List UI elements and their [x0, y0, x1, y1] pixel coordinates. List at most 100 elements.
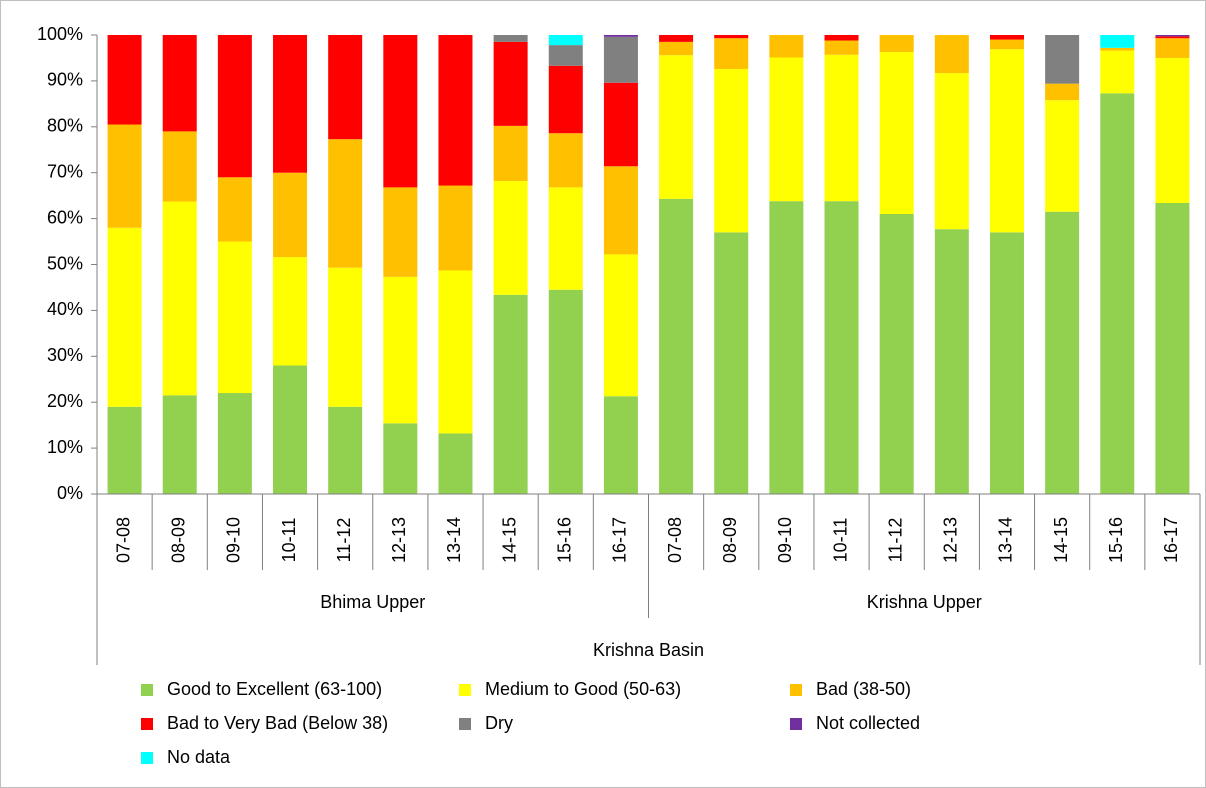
x-tick-label: 15-16 [555, 517, 575, 563]
x-tick-label: 12-13 [389, 517, 409, 563]
x-tick-label: 10-11 [830, 518, 850, 563]
legend-label: Medium to Good (50-63) [485, 679, 681, 699]
bar-segment [1155, 57, 1190, 203]
bar-segment [934, 35, 969, 74]
bar-segment [769, 57, 804, 202]
legend-label: No data [167, 747, 231, 767]
bar-segment [603, 396, 638, 494]
y-tick-label: 50% [47, 253, 83, 273]
bar-segment [1155, 35, 1190, 37]
x-tick-label: 11-12 [334, 518, 354, 563]
bar-segment [328, 267, 363, 407]
bar-segment [328, 139, 363, 268]
bar-segment [824, 40, 859, 55]
bar-segment [989, 49, 1024, 233]
x-tick-label: 15-16 [1106, 517, 1126, 563]
bar-segment [659, 198, 694, 494]
bar-segment [659, 41, 694, 56]
bar-segment [659, 55, 694, 199]
bar-segment [493, 294, 528, 494]
bar-segment [438, 35, 473, 186]
bar-segment [438, 270, 473, 434]
x-tick-label: 08-09 [720, 517, 740, 563]
bar-segment [548, 65, 583, 134]
bar-segment [1045, 83, 1080, 101]
bar-segment [879, 51, 914, 215]
legend-label: Bad (38-50) [816, 679, 911, 699]
bar-segment [383, 35, 418, 188]
bar-segment [548, 187, 583, 290]
bar-segment [934, 73, 969, 230]
x-tick-label: 07-08 [113, 517, 133, 563]
bar-segment [879, 35, 914, 52]
group-label: Bhima Upper [320, 592, 425, 612]
bar-segment [383, 423, 418, 494]
x-tick-label: 13-14 [444, 517, 464, 563]
bar-segment [714, 35, 749, 39]
legend-swatch [459, 718, 471, 730]
bar-segment [714, 38, 749, 69]
bar-segment [328, 406, 363, 494]
bar-segment [1155, 36, 1190, 39]
bar-segment [659, 35, 694, 42]
x-tick-label: 11-12 [885, 518, 905, 563]
y-tick-label: 30% [47, 345, 83, 365]
bar-segment [1155, 202, 1190, 494]
x-tick-label: 07-08 [665, 517, 685, 563]
x-tick-label: 08-09 [168, 517, 188, 563]
bar-segment [1100, 93, 1135, 494]
legend-swatch [790, 718, 802, 730]
x-tick-label: 12-13 [941, 517, 961, 563]
bar-segment [1045, 100, 1080, 212]
bar-segment [162, 35, 197, 132]
bar-segment [1100, 50, 1135, 94]
bar-segment [824, 35, 859, 41]
bar-segment [383, 276, 418, 424]
bar-segment [273, 35, 308, 173]
x-tick-label: 14-15 [1051, 517, 1071, 563]
bar-segment [107, 124, 142, 228]
legend-swatch [459, 684, 471, 696]
bar-segment [107, 227, 142, 407]
bar-segment [1100, 35, 1135, 48]
bar-segment [769, 35, 804, 58]
bar-segment [162, 395, 197, 494]
y-tick-label: 10% [47, 437, 83, 457]
bar-segment [548, 45, 583, 66]
x-tick-label: 14-15 [499, 517, 519, 563]
bar-segment [714, 68, 749, 233]
bar-segment [107, 406, 142, 494]
bar-segment [217, 241, 252, 394]
bar-segment [548, 133, 583, 188]
bar-segment [603, 254, 638, 397]
bar-segment [603, 82, 638, 167]
bar-segment [879, 214, 914, 494]
bar-segment [824, 54, 859, 202]
legend-label: Good to Excellent (63-100) [167, 679, 382, 699]
x-tick-label: 09-10 [224, 517, 244, 563]
bar-segment [493, 35, 528, 42]
bar-segment [217, 35, 252, 178]
bar-segment [824, 201, 859, 494]
legend-swatch [141, 718, 153, 730]
bar-segment [603, 35, 638, 37]
bar-segment [273, 365, 308, 494]
bar-segment [273, 257, 308, 366]
bar-segment [217, 177, 252, 242]
y-tick-label: 90% [47, 70, 83, 90]
bar-segment [769, 201, 804, 494]
x-tick-label: 10-11 [279, 518, 299, 563]
y-tick-label: 70% [47, 161, 83, 181]
bar-segment [493, 180, 528, 295]
bar-segment [989, 232, 1024, 494]
x-tick-label: 09-10 [775, 517, 795, 563]
bar-segment [493, 125, 528, 181]
legend-swatch [141, 684, 153, 696]
bar-segment [603, 166, 638, 255]
bar-segment [1155, 38, 1190, 58]
y-tick-label: 0% [57, 483, 83, 503]
legend-label: Not collected [816, 713, 920, 733]
y-tick-label: 100% [37, 24, 83, 44]
